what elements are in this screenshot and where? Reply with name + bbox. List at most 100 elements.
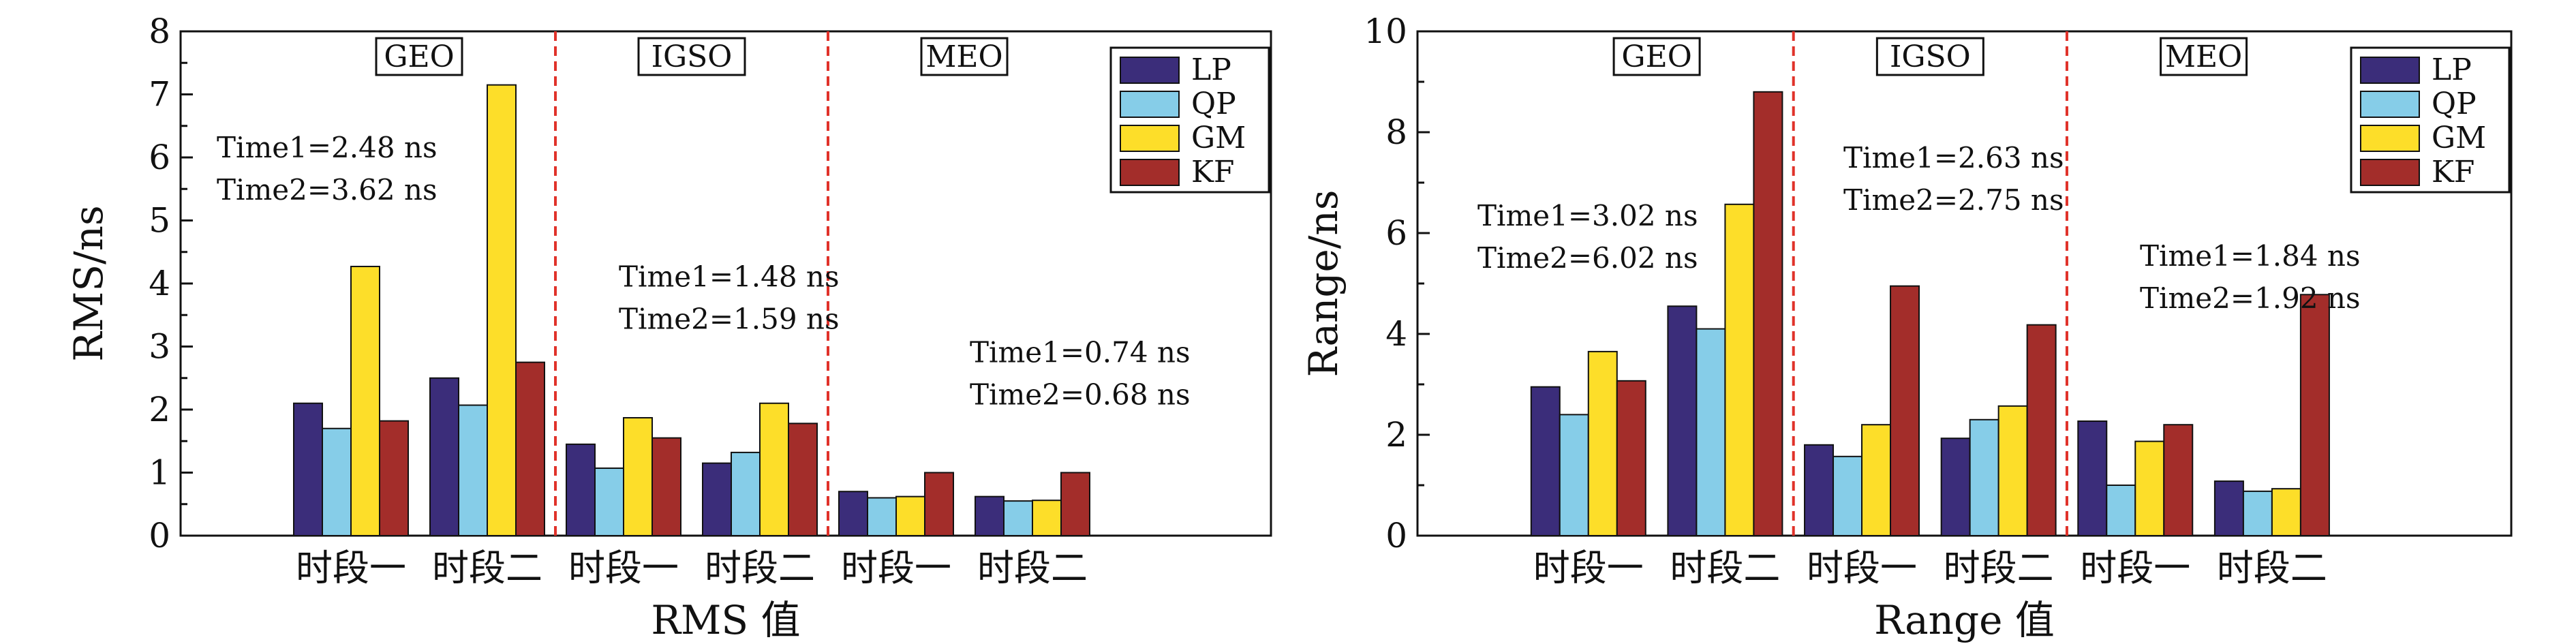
legend-swatch-gm: [1120, 125, 1180, 152]
legend-label: GM: [1191, 121, 1246, 155]
y-tick-label: 6: [1385, 213, 1407, 253]
x-tick-label: 时段一: [296, 547, 406, 589]
group-label-box: [1612, 37, 1701, 76]
bar-kf: [1616, 380, 1646, 536]
x-tick-label: 时段一: [1533, 547, 1644, 589]
x-tick-label: 时段一: [568, 547, 679, 589]
annotation-text: Time2=1.59 ns: [619, 303, 840, 336]
bar-lp: [838, 491, 868, 536]
bar-gm: [1032, 500, 1062, 537]
bar-lp: [1804, 444, 1835, 536]
group-label: GEO: [384, 40, 454, 74]
bar-kf: [924, 472, 954, 536]
x-tick-label: 时段二: [1670, 547, 1780, 589]
bar-kf: [2163, 424, 2194, 537]
x-tick-label: 时段二: [977, 547, 1088, 589]
bar-lp: [293, 402, 323, 536]
bar-kf: [1060, 472, 1090, 536]
group-label-box: [1875, 37, 1984, 76]
annotation-text: Time2=3.62 ns: [217, 173, 438, 206]
annotation-text: Time1=2.63 ns: [1843, 141, 2064, 174]
legend-swatch-qp: [2360, 91, 2420, 118]
bar-lp: [1667, 305, 1698, 536]
annotation-text: Time1=0.74 ns: [970, 336, 1191, 369]
group-label-box: [375, 37, 463, 76]
bar-gm: [2134, 440, 2165, 536]
bar-qp: [458, 404, 488, 537]
bar-lp: [1530, 386, 1561, 537]
legend-swatch-gm: [2360, 125, 2420, 152]
bar-kf: [788, 423, 818, 536]
y-tick-label: 6: [149, 138, 170, 177]
bar-gm: [2271, 488, 2301, 536]
bar-kf: [379, 420, 409, 537]
bar-kf: [1753, 91, 1783, 537]
annotation-text: Time2=2.75 ns: [1843, 183, 2064, 217]
y-tick-label: 2: [1385, 415, 1407, 455]
bar-qp: [2242, 490, 2273, 537]
y-tick-label: 8: [149, 12, 170, 51]
legend-label: QP: [1191, 87, 1236, 121]
bar-lp: [429, 377, 459, 536]
y-tick-label: 7: [149, 75, 170, 114]
bar-qp: [867, 497, 897, 536]
y-axis-title: Range/ns: [1300, 189, 1347, 377]
legend-label: QP: [2432, 87, 2477, 121]
bar-qp: [731, 451, 761, 537]
y-tick-label: 0: [149, 516, 170, 555]
bar-qp: [1833, 455, 1863, 537]
bar-lp: [975, 495, 1005, 537]
legend-label: LP: [1191, 52, 1231, 87]
bar-qp: [2106, 485, 2136, 536]
y-tick-label: 1: [149, 453, 170, 493]
legend-label: KF: [1191, 155, 1234, 189]
bar-kf: [515, 361, 545, 536]
x-tick-label: 时段二: [2217, 547, 2327, 589]
y-tick-label: 5: [149, 201, 170, 241]
bar-lp: [566, 443, 596, 536]
legend-swatch-lp: [2360, 57, 2420, 84]
x-tick-label: 时段一: [841, 547, 951, 589]
annotation-text: Time2=0.68 ns: [970, 378, 1191, 412]
y-tick-label: 3: [149, 327, 170, 367]
bar-kf: [1890, 285, 1920, 536]
legend-label: KF: [2432, 155, 2474, 189]
legend-swatch-lp: [1120, 57, 1180, 84]
annotation-text: Time1=1.84 ns: [2140, 239, 2361, 273]
x-tick-label: 时段一: [2080, 547, 2190, 589]
bar-lp: [2213, 480, 2244, 537]
y-tick-label: 10: [1364, 12, 1407, 51]
group-label-box: [2160, 37, 2248, 76]
annotation-text: Time2=1.92 ns: [2140, 281, 2361, 315]
y-tick-label: 2: [149, 390, 170, 429]
group-label: IGSO: [1890, 40, 1971, 74]
bar-gm: [623, 417, 653, 537]
legend-swatch-kf: [1120, 159, 1180, 186]
annotation-text: Time2=6.02 ns: [1477, 241, 1698, 275]
bar-lp: [702, 462, 732, 536]
bar-qp: [1696, 328, 1726, 536]
y-tick-label: 4: [149, 264, 170, 303]
group-label-box: [637, 37, 746, 76]
x-tick-label: 时段二: [705, 547, 815, 589]
bar-qp: [1003, 500, 1033, 536]
bar-qp: [1969, 418, 1999, 536]
annotation-text: Time1=2.48 ns: [217, 131, 438, 164]
legend-swatch-qp: [1120, 91, 1180, 118]
bar-qp: [322, 427, 352, 536]
group-label: GEO: [1621, 40, 1691, 74]
legend-label: GM: [2432, 121, 2486, 155]
bar-gm: [350, 266, 380, 536]
y-tick-label: 0: [1385, 516, 1407, 555]
bar-gm: [487, 84, 517, 536]
bar-gm: [1997, 405, 2028, 536]
bar-qp: [1559, 414, 1589, 537]
x-tick-label: 时段二: [1944, 547, 2054, 589]
y-tick-label: 8: [1385, 112, 1407, 152]
annotation-text: Time1=1.48 ns: [619, 260, 840, 294]
bar-gm: [759, 402, 789, 536]
bar-gm: [1587, 350, 1618, 537]
